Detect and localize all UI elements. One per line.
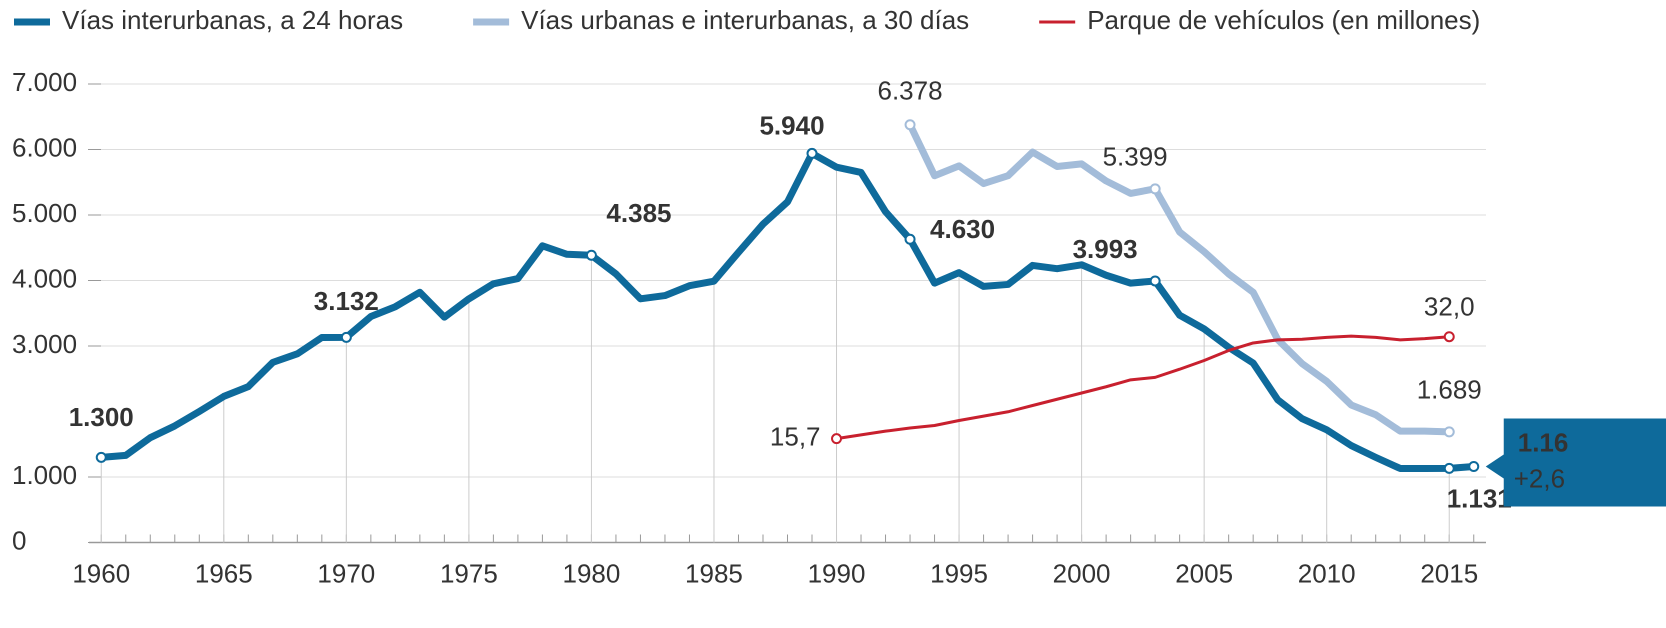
- data-label: 3.993: [1073, 234, 1138, 264]
- legend-label: Vías interurbanas, a 24 horas: [62, 5, 403, 35]
- y-tick-label: 7.000: [12, 67, 77, 97]
- y-tick-label: 3.000: [12, 329, 77, 359]
- legend-label: Parque de vehículos (en millones): [1087, 5, 1480, 35]
- point-marker: [806, 147, 818, 159]
- x-tick-label: 1960: [72, 558, 130, 588]
- series-line: [100, 149, 1475, 472]
- series-line: [906, 123, 1450, 436]
- legend-label: Vías urbanas e interurbanas, a 30 días: [521, 5, 969, 35]
- x-tick-label: 1995: [930, 558, 988, 588]
- x-tick-label: 1965: [195, 558, 253, 588]
- series-line: [836, 334, 1450, 441]
- y-tick-label: 5.000: [12, 198, 77, 228]
- x-tick-label: 1970: [317, 558, 375, 588]
- x-tick-label: 2015: [1420, 558, 1478, 588]
- data-label: 1.300: [69, 402, 134, 432]
- point-marker: [95, 451, 107, 463]
- data-label: 6.378: [878, 76, 943, 106]
- legend-item: Vías urbanas e interurbanas, a 30 días: [473, 5, 969, 35]
- point-marker: [904, 119, 916, 131]
- data-label: 1.689: [1417, 375, 1482, 405]
- x-tick-label: 2010: [1298, 558, 1356, 588]
- x-tick-label: 1990: [808, 558, 866, 588]
- data-label: 3.132: [314, 286, 379, 316]
- callout-value: 1.16: [1518, 427, 1569, 457]
- data-label: 5.940: [759, 110, 824, 140]
- point-marker: [904, 233, 916, 245]
- callout-box: [1485, 418, 1666, 507]
- y-tick-label: 1.000: [12, 460, 77, 490]
- data-label: 5.399: [1103, 142, 1168, 172]
- point-marker: [585, 249, 597, 261]
- point-marker: [1468, 461, 1480, 473]
- point-marker: [831, 433, 843, 445]
- x-tick-label: 2005: [1175, 558, 1233, 588]
- point-marker: [1149, 183, 1161, 195]
- point-marker: [1443, 331, 1455, 343]
- point-marker: [1149, 275, 1161, 287]
- y-tick-label: 6.000: [12, 132, 77, 162]
- data-label: 4.630: [930, 214, 995, 244]
- callout-annotation: +2,6: [1514, 463, 1565, 493]
- legend-item: Parque de vehículos (en millones): [1039, 5, 1480, 35]
- x-tick-label: 2000: [1053, 558, 1111, 588]
- y-tick-label: 4.000: [12, 263, 77, 293]
- x-tick-label: 1975: [440, 558, 498, 588]
- data-label: 15,7: [770, 422, 821, 452]
- point-marker: [340, 331, 352, 343]
- data-label: 1.131: [1447, 483, 1512, 513]
- y-tick-label: 0: [12, 525, 26, 555]
- data-label: 4.385: [606, 198, 671, 228]
- point-marker: [1443, 426, 1455, 438]
- x-tick-label: 1980: [563, 558, 621, 588]
- point-marker: [1443, 462, 1455, 474]
- data-label: 32,0: [1424, 292, 1475, 322]
- legend-item: Vías interurbanas, a 24 horas: [14, 5, 403, 35]
- x-tick-label: 1985: [685, 558, 743, 588]
